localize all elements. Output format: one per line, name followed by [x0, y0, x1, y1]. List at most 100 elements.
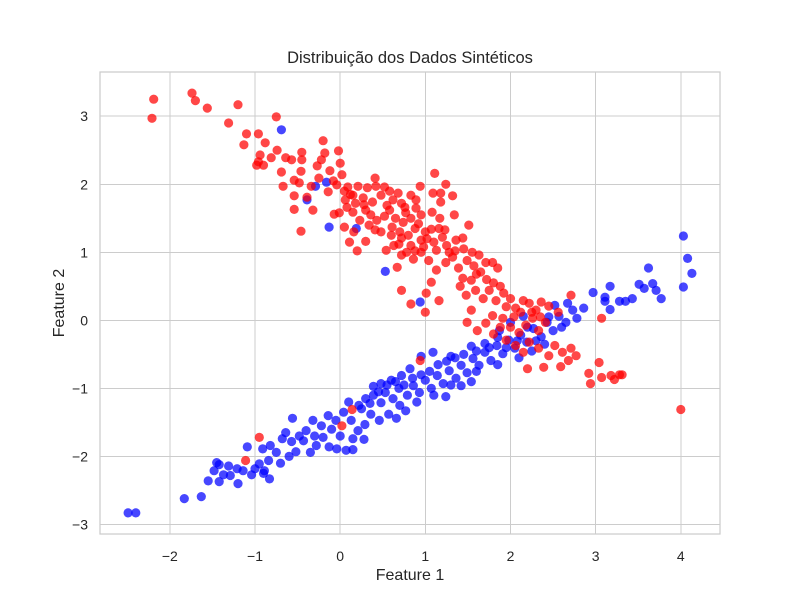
scatter-point-blue	[225, 470, 235, 481]
scatter-point-red	[413, 219, 424, 229]
scatter-point-blue	[408, 381, 418, 391]
scatter-point-red	[609, 374, 620, 385]
scatter-point-red	[550, 340, 560, 351]
scatter-point-blue	[212, 458, 222, 468]
scatter-point-blue	[605, 281, 615, 291]
scatter-point-red	[296, 226, 306, 236]
scatter-point-blue	[353, 426, 363, 436]
scatter-point-red	[294, 178, 304, 188]
scatter-point-red	[566, 343, 576, 353]
scatter-point-blue	[408, 373, 418, 383]
scatter-point-blue	[563, 298, 573, 308]
x-tick-label: −2	[162, 548, 178, 564]
scatter-point-blue	[311, 440, 321, 451]
scatter-point-blue	[656, 294, 666, 304]
scatter-point-blue	[501, 343, 511, 353]
scatter-point-red	[337, 170, 347, 180]
scatter-point-red	[553, 307, 563, 317]
scatter-point-red	[271, 112, 281, 122]
scatter-point-red	[349, 227, 359, 237]
scatter-point-red	[379, 211, 390, 221]
scatter-point-red	[314, 173, 324, 183]
scatter-point-red	[464, 220, 474, 230]
scatter-point-red	[461, 290, 471, 300]
scatter-point-blue	[568, 305, 578, 315]
scatter-point-blue	[348, 445, 358, 455]
scatter-point-red	[431, 265, 441, 275]
scatter-point-blue	[572, 313, 582, 323]
scatter-point-red	[308, 205, 318, 215]
scatter-point-red	[478, 294, 488, 304]
x-tick-label: 1	[421, 548, 429, 564]
scatter-point-blue	[444, 366, 454, 376]
scatter-point-red	[584, 368, 594, 378]
scatter-point-red	[344, 237, 355, 247]
scatter-point-red	[488, 278, 499, 288]
scatter-point-red	[339, 186, 349, 196]
series-red-points	[147, 88, 686, 466]
scatter-point-blue	[276, 125, 286, 135]
scatter-point-red	[458, 233, 468, 243]
scatter-point-red	[376, 190, 386, 200]
scatter-point-red	[278, 181, 288, 191]
scatter-point-blue	[493, 360, 503, 370]
scatter-point-red	[484, 285, 494, 295]
scatter-point-red	[241, 129, 252, 139]
scatter-point-red	[289, 191, 299, 201]
scatter-point-blue	[321, 177, 332, 187]
y-tick-label: 0	[80, 312, 88, 328]
scatter-point-red	[410, 246, 420, 256]
scatter-point-blue	[456, 381, 466, 391]
scatter-point-red	[394, 239, 404, 249]
scatter-point-blue	[123, 508, 133, 518]
scatter-point-red	[386, 230, 396, 240]
scatter-point-blue	[258, 444, 268, 454]
scatter-point-red	[427, 207, 437, 217]
scatter-point-red	[453, 263, 464, 273]
scatter-point-red	[371, 181, 381, 191]
scatter-point-blue	[395, 400, 405, 410]
scatter-point-blue	[438, 379, 448, 389]
scatter-point-blue	[203, 476, 213, 486]
scatter-point-red	[296, 166, 306, 176]
scatter-point-blue	[310, 431, 320, 441]
scatter-point-red	[398, 217, 408, 227]
scatter-point-blue	[209, 466, 219, 476]
scatter-point-red	[366, 210, 376, 220]
scatter-point-red	[355, 215, 365, 225]
scatter-point-blue	[678, 282, 689, 292]
scatter-point-red	[544, 351, 554, 361]
scatter-point-red	[493, 263, 503, 273]
scatter-point-blue	[324, 442, 334, 452]
scatter-point-blue	[318, 432, 328, 442]
scatter-point-red	[458, 273, 468, 283]
scatter-point-red	[566, 290, 576, 300]
scatter-point-red	[347, 404, 357, 415]
scatter-point-red	[393, 188, 403, 198]
scatter-point-red	[396, 198, 407, 208]
scatter-point-red	[510, 340, 521, 351]
scatter-point-red	[372, 215, 382, 225]
scatter-point-blue	[287, 413, 298, 423]
scatter-point-blue	[390, 377, 401, 387]
scatter-point-blue	[242, 442, 252, 452]
y-axis-label: Feature 2	[51, 269, 68, 338]
scatter-point-blue	[466, 377, 476, 387]
scatter-point-blue	[374, 415, 384, 425]
scatter-point-red	[429, 237, 439, 247]
scatter-point-red	[481, 318, 491, 328]
scatter-point-blue	[462, 368, 472, 378]
scatter-point-red	[258, 160, 269, 170]
scatter-point-red	[337, 421, 347, 431]
scatter-point-blue	[683, 253, 693, 263]
scatter-point-red	[276, 167, 286, 177]
scatter-point-blue	[341, 445, 351, 455]
scatter-point-blue	[429, 390, 439, 400]
scatter-point-blue	[401, 406, 411, 416]
scatter-point-blue	[391, 413, 401, 423]
scatter-point-blue	[428, 347, 438, 357]
scatter-point-blue	[316, 421, 326, 431]
scatter-point-red	[328, 176, 338, 186]
scatter-point-red	[482, 274, 492, 285]
